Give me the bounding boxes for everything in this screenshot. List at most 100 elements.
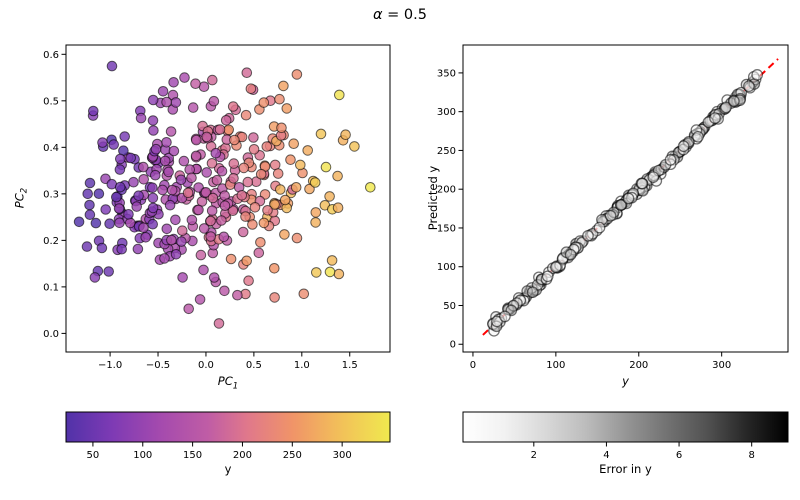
scatter-point — [236, 190, 248, 201]
colorbar-tick-label: 6 — [676, 450, 682, 461]
scatter-point — [291, 232, 303, 244]
scatter-point — [138, 174, 149, 185]
scatter-point — [131, 201, 142, 212]
y-tick-label: 50 — [443, 301, 456, 312]
scatter-point — [310, 217, 321, 228]
x-tick-label: 100 — [546, 360, 565, 371]
scatter-point — [324, 266, 336, 278]
scatter-point — [125, 217, 136, 229]
title-alpha-symbol: α — [373, 7, 383, 23]
scatter-point — [614, 199, 627, 211]
scatter-point — [255, 237, 266, 248]
scatter-point — [232, 289, 243, 301]
scatter-point — [150, 143, 162, 155]
scatter-point — [310, 207, 322, 218]
colorbar-tick-label: 200 — [233, 450, 252, 461]
x-tick-label: −1.0 — [98, 360, 122, 371]
scatter-point — [147, 218, 158, 230]
scatter-point — [177, 272, 188, 283]
pca-ylabel-text: PC — [12, 193, 27, 209]
scatter-point — [177, 225, 188, 236]
scatter-point — [213, 318, 225, 329]
scatter-point — [164, 199, 176, 211]
scatter-point — [541, 270, 554, 283]
scatter-point — [182, 187, 194, 199]
scatter-point — [208, 95, 220, 107]
y-tick-label: 0.0 — [43, 329, 59, 340]
scatter-point — [320, 161, 332, 173]
pca-xlabel: PC1 — [66, 374, 390, 391]
scatter-point — [206, 158, 218, 169]
scatter-point — [692, 130, 704, 143]
error-colorbar-label: Error in y — [599, 462, 652, 476]
scatter-point — [288, 138, 300, 149]
scatter-point — [229, 134, 240, 146]
y-tick-label: 0.5 — [43, 96, 59, 107]
scatter-point — [205, 231, 216, 242]
x-tick-label: 300 — [712, 360, 731, 371]
scatter-point — [97, 137, 108, 148]
pca-xlabel-sub: 1 — [232, 381, 239, 392]
scatter-point — [243, 275, 254, 287]
colorbar-tick-label: 300 — [333, 450, 352, 461]
scatter-point — [84, 209, 96, 220]
y-tick-label: 150 — [437, 223, 456, 234]
scatter-point — [166, 234, 177, 246]
colorbar-tick-label: 100 — [133, 450, 152, 461]
scatter-point — [147, 94, 159, 106]
scatter-point — [111, 191, 122, 203]
colorbar-frame — [65, 411, 391, 443]
colorbar-tick-label: 250 — [283, 450, 302, 461]
scatter-point — [240, 211, 251, 222]
scatter-point — [198, 264, 209, 276]
scatter-point — [285, 154, 296, 165]
scatter-point — [138, 222, 149, 233]
scatter-point — [157, 184, 168, 196]
scatter-point — [206, 205, 218, 216]
scatter-point — [219, 200, 231, 211]
scatter-point — [168, 77, 179, 88]
colorbar-gradient — [66, 412, 390, 442]
scatter-point — [170, 249, 182, 260]
scatter-point — [258, 217, 270, 229]
scatter-point — [116, 243, 127, 255]
scatter-point — [324, 191, 335, 202]
prediction-scatter: 0 100 200 300 0 50 100 150 200 250 300 350 — [437, 44, 789, 371]
prediction-ylabel: Predicted y — [426, 165, 440, 231]
scatter-point — [123, 209, 134, 220]
scatter-point — [309, 177, 321, 188]
scatter-point — [298, 288, 310, 300]
scatter-point — [709, 112, 721, 124]
scatter-point — [133, 190, 144, 201]
scatter-point — [161, 223, 173, 235]
scatter-point — [276, 122, 287, 134]
scatter-point — [255, 168, 267, 180]
scatter-point — [96, 242, 108, 254]
scatter-point — [281, 103, 293, 114]
scatter-point — [622, 192, 635, 205]
scatter-point — [108, 139, 119, 150]
scatter-point — [248, 144, 260, 155]
scatter-point — [191, 134, 202, 146]
y-tick-label: 0.2 — [43, 236, 59, 247]
scatter-point — [247, 219, 258, 230]
scatter-point — [147, 182, 158, 193]
scatter-point — [210, 147, 222, 159]
scatter-point — [228, 173, 239, 184]
x-tick-label: 1.0 — [294, 360, 310, 371]
scatter-point — [728, 95, 740, 108]
scatter-point — [228, 158, 240, 169]
scatter-point — [279, 229, 290, 240]
scatter-point — [636, 177, 649, 190]
scatter-point — [193, 182, 204, 193]
x-tick-label: 0.5 — [246, 360, 262, 371]
scatter-point — [240, 109, 252, 121]
scatter-point — [88, 105, 99, 117]
axes-frame — [65, 44, 391, 353]
scatter-point — [200, 187, 212, 198]
scatter-point — [198, 223, 210, 234]
scatter-point — [223, 124, 234, 136]
scatter-point — [315, 128, 327, 140]
scatter-point — [238, 162, 250, 174]
